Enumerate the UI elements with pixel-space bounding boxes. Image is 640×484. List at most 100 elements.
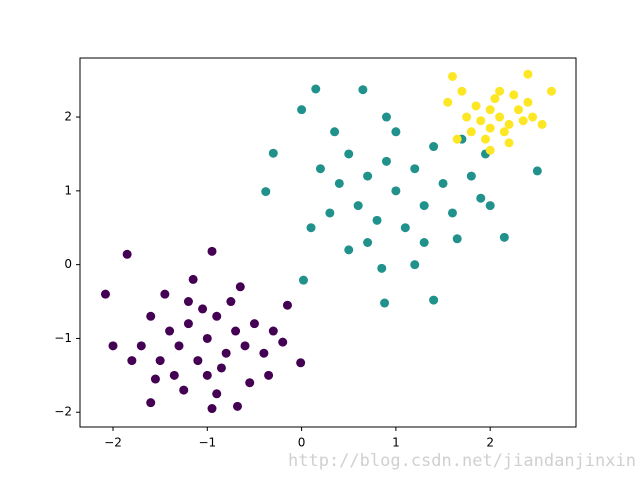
x-tick-label: 1 <box>392 436 400 450</box>
point <box>452 234 462 244</box>
point <box>532 166 542 176</box>
point <box>325 208 335 218</box>
point <box>363 238 373 247</box>
point <box>466 171 476 181</box>
point <box>518 116 528 126</box>
point <box>212 311 222 321</box>
point <box>232 401 242 411</box>
point <box>499 127 509 137</box>
point <box>311 84 321 94</box>
point <box>146 398 156 408</box>
point <box>183 297 193 307</box>
point <box>330 127 340 137</box>
point <box>150 374 160 384</box>
point <box>245 378 255 388</box>
point <box>466 127 476 137</box>
point <box>296 358 306 368</box>
point <box>306 223 316 233</box>
point <box>221 348 231 358</box>
y-tick-label: 1 <box>64 183 72 197</box>
point <box>169 370 179 380</box>
point <box>344 245 354 255</box>
point <box>462 112 472 122</box>
point <box>297 105 307 115</box>
point <box>179 385 189 395</box>
x-tick-label: −1 <box>198 436 216 450</box>
point <box>207 246 217 256</box>
point <box>202 370 212 380</box>
point <box>452 134 462 144</box>
point <box>410 260 420 270</box>
point <box>490 94 500 104</box>
plot-frame <box>79 57 577 428</box>
point <box>381 112 391 122</box>
point <box>447 208 457 218</box>
point <box>443 97 453 107</box>
point <box>155 356 165 366</box>
point <box>509 90 519 100</box>
point <box>334 178 344 188</box>
point <box>207 404 217 414</box>
point <box>480 134 490 144</box>
point <box>429 295 439 305</box>
point <box>136 341 146 351</box>
point <box>377 263 387 273</box>
y-tick-label: 2 <box>64 110 72 124</box>
point <box>381 156 391 166</box>
point <box>499 232 509 242</box>
point <box>160 289 170 299</box>
point <box>504 138 514 148</box>
point <box>537 119 547 129</box>
point <box>240 341 250 351</box>
y-tick-label: −1 <box>54 331 72 345</box>
point <box>193 356 203 366</box>
point <box>226 297 236 307</box>
point <box>249 319 259 329</box>
watermark: http://blog.csdn.net/jiandanjinxin <box>288 451 636 471</box>
point <box>282 300 292 310</box>
point <box>476 116 486 126</box>
point <box>523 69 533 79</box>
point <box>174 341 184 351</box>
x-tick-label: 0 <box>298 436 306 450</box>
point <box>471 101 481 111</box>
point <box>513 105 523 115</box>
point <box>344 149 354 159</box>
point <box>476 193 486 203</box>
y-tick-label: 0 <box>64 257 72 271</box>
point <box>391 127 401 137</box>
point <box>100 289 110 299</box>
point <box>372 215 382 225</box>
point <box>438 178 448 188</box>
point <box>268 326 278 336</box>
point <box>183 319 193 329</box>
point <box>485 105 495 115</box>
point <box>546 86 556 96</box>
y-tick-label: −2 <box>54 405 72 419</box>
x-tick-label: −2 <box>104 436 122 450</box>
point <box>198 304 208 314</box>
point <box>298 275 308 285</box>
point <box>315 164 325 174</box>
point <box>212 389 222 399</box>
point <box>188 274 198 284</box>
point <box>231 326 241 336</box>
point <box>419 238 429 247</box>
point <box>122 249 132 259</box>
point <box>528 112 538 122</box>
x-tick-label: 2 <box>486 436 494 450</box>
point <box>400 223 410 233</box>
point <box>108 341 118 351</box>
point <box>202 333 212 343</box>
point <box>278 337 288 347</box>
point <box>504 119 514 129</box>
point <box>358 85 368 95</box>
point <box>429 142 439 152</box>
point <box>216 363 226 373</box>
point <box>353 201 363 211</box>
point <box>235 282 245 292</box>
point <box>380 298 390 308</box>
point <box>410 164 420 174</box>
point <box>363 171 373 181</box>
point <box>146 311 156 321</box>
